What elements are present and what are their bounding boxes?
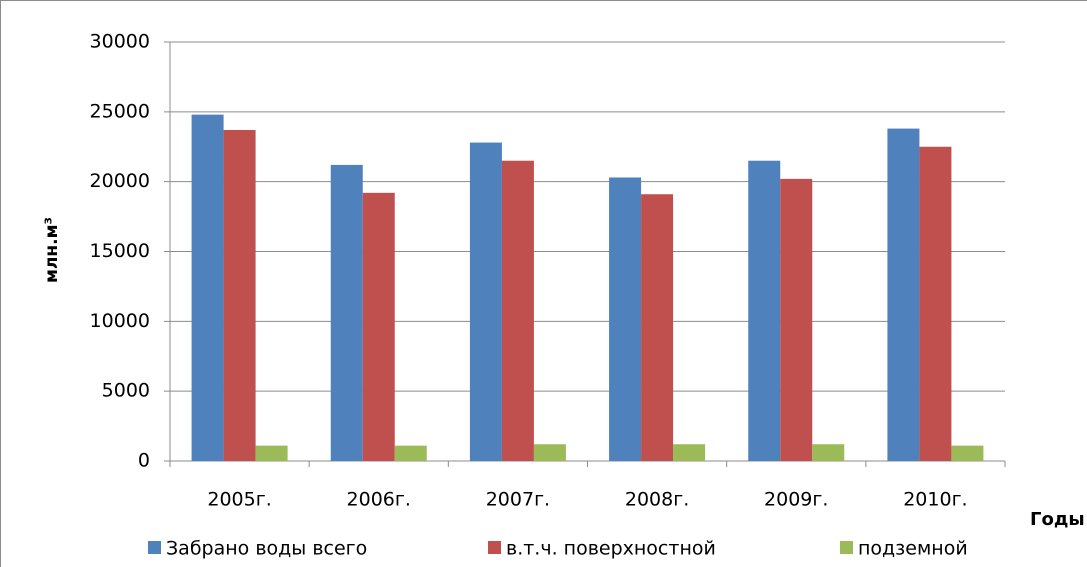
bar (748, 160, 781, 461)
bar (362, 192, 395, 461)
legend-label: подземной (858, 538, 968, 560)
y-tick-label: 10000 (90, 310, 150, 332)
y-tick-label: 0 (138, 450, 150, 472)
bar (223, 129, 256, 462)
bar (533, 444, 566, 461)
x-tick-label: 2007г. (486, 489, 550, 511)
legend-label: в.т.ч. поверхностной (506, 538, 716, 560)
x-tick-label: 2005г. (207, 489, 271, 511)
y-axis-label: млн.м³ (42, 217, 62, 283)
y-tick-label: 20000 (90, 170, 150, 192)
x-tick-label: 2008г. (625, 489, 689, 511)
bar (501, 160, 534, 461)
bar (641, 194, 674, 461)
legend-label: Забрано воды всего (166, 538, 367, 560)
bar (469, 142, 502, 461)
bar (330, 164, 363, 461)
bar (951, 445, 984, 461)
y-tick-label: 25000 (90, 100, 150, 122)
bar (673, 444, 706, 461)
x-tick-label: 2006г. (347, 489, 411, 511)
y-tick-label: 5000 (102, 380, 150, 402)
legend-swatch (840, 541, 853, 554)
y-tick-label: 15000 (90, 240, 150, 262)
legend-swatch (148, 541, 161, 554)
bar (887, 128, 920, 462)
x-tick-label: 2010г. (903, 489, 967, 511)
bar (255, 445, 288, 461)
x-tick-label: 2009г. (764, 489, 828, 511)
x-axis-label: Годы (1030, 509, 1085, 530)
y-tick-label: 30000 (90, 31, 150, 53)
bar (780, 178, 813, 461)
bar (191, 114, 224, 462)
bar (919, 146, 952, 461)
legend-swatch (488, 541, 501, 554)
bar (394, 445, 427, 461)
bar (609, 177, 642, 461)
bar (812, 444, 845, 461)
